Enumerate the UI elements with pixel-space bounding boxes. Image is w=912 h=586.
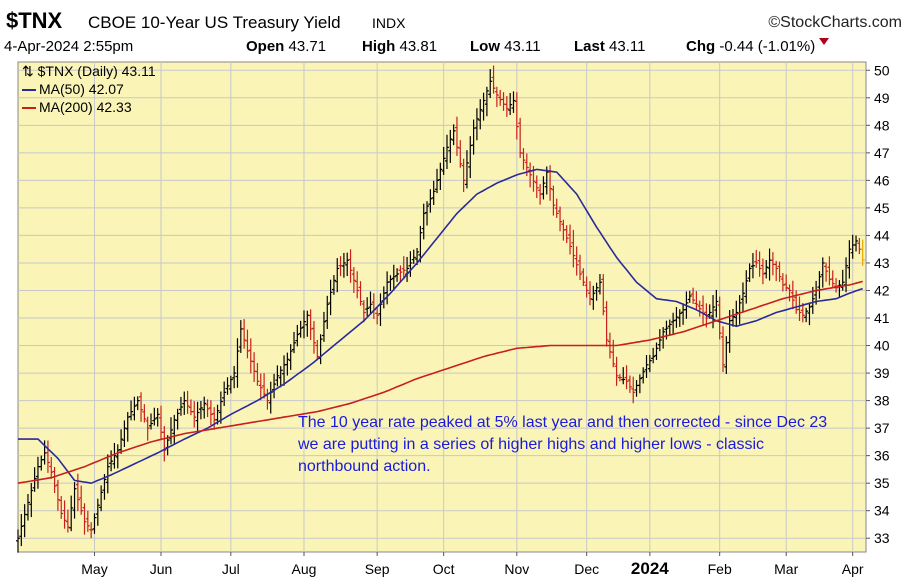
y-tick-label: 47	[874, 145, 890, 161]
legend-ma200-label: MA(200) 42.33	[39, 99, 132, 115]
open-value: 43.71	[288, 38, 327, 55]
ohlc-bar-icon: ⇅	[22, 63, 34, 79]
low-label: Low	[470, 38, 500, 55]
legend-price: ⇅ $TNX (Daily) 43.11	[22, 62, 156, 80]
chart-legend: ⇅ $TNX (Daily) 43.11 MA(50) 42.07 MA(200…	[22, 62, 156, 116]
ticker-symbol: $TNX	[6, 8, 63, 33]
y-tick-label: 49	[874, 90, 890, 106]
quote-date: 4-Apr-2024 2:55pm	[4, 38, 134, 55]
chart-annotation: The 10 year rate peaked at 5% last year …	[298, 414, 828, 475]
y-tick-label: 48	[874, 117, 890, 133]
x-tick-label: Feb	[708, 561, 732, 577]
legend-price-label: $TNX (Daily) 43.11	[37, 63, 156, 79]
price-chart: 33 34 35 36 37 38 39 40 41 42 43 44 45 46 47 48 49 50 May J…	[16, 61, 890, 578]
open-label: Open	[246, 38, 285, 55]
x-tick-label: 2024	[631, 559, 669, 578]
y-tick-label: 39	[874, 365, 890, 381]
y-tick-label: 45	[874, 200, 890, 216]
down-arrow-icon	[819, 38, 830, 45]
quote-bar: 4-Apr-2024 2:55pm Open 43.71 High 43.81 …	[4, 38, 908, 60]
last-label: Last	[574, 38, 605, 55]
y-tick-label: 42	[874, 282, 890, 298]
ma50-line	[18, 168, 863, 485]
high-label: High	[362, 38, 396, 55]
x-tick-label: Sep	[365, 561, 390, 577]
x-tick-label: Mar	[774, 561, 798, 577]
y-tick-label: 33	[874, 530, 890, 546]
y-tick-label: 44	[874, 227, 890, 243]
ma50-swatch	[22, 89, 36, 92]
high-value: 43.81	[399, 38, 438, 55]
x-tick-label: Dec	[574, 561, 599, 577]
y-tick-label: 35	[874, 475, 890, 491]
y-tick-label: 46	[874, 172, 890, 188]
legend-ma50-label: MA(50) 42.07	[39, 81, 124, 97]
x-tick-label: May	[81, 561, 107, 577]
x-tick-label: Oct	[433, 561, 455, 577]
y-tick-label: 40	[874, 338, 890, 354]
y-tick-label: 50	[874, 62, 890, 78]
low-value: 43.11	[504, 38, 541, 55]
brand-label: ©StockCharts.com	[768, 14, 902, 31]
y-tick-label: 36	[874, 448, 890, 464]
chg-label: Chg	[686, 38, 716, 55]
ma200-line	[17, 280, 863, 484]
ma200-swatch	[22, 107, 36, 110]
y-tick-label: 34	[874, 503, 890, 519]
x-tick-label: Jul	[222, 561, 240, 577]
y-tick-label: 41	[874, 310, 890, 326]
plot-area	[17, 61, 867, 553]
y-tick-label: 43	[874, 255, 890, 271]
chg-value: -0.44 (-1.01%)	[719, 38, 816, 55]
x-tick-label: Aug	[292, 561, 317, 577]
last-value: 43.11	[609, 38, 646, 55]
chart-header: $TNX CBOE 10-Year US Treasury Yield INDX…	[4, 2, 908, 36]
x-tick-label: Jun	[150, 561, 173, 577]
y-tick-label: 38	[874, 393, 890, 409]
y-tick-label: 37	[874, 420, 890, 436]
legend-ma50: MA(50) 42.07	[22, 80, 156, 98]
security-name: CBOE 10-Year US Treasury Yield	[88, 13, 341, 32]
legend-ma200: MA(200) 42.33	[22, 98, 156, 116]
exchange-label: INDX	[372, 15, 406, 31]
x-tick-label: Nov	[504, 561, 529, 577]
x-tick-label: Apr	[842, 561, 864, 577]
